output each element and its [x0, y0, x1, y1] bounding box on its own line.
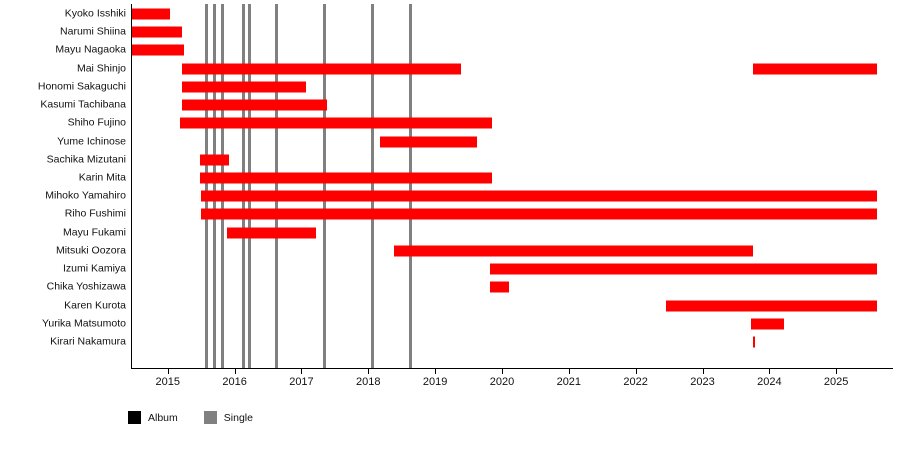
- x-axis-tick-label: 2025: [823, 376, 849, 388]
- album-bar: [182, 81, 307, 93]
- x-axis-tick: [568, 369, 570, 374]
- category-label: Kasumi Tachibana: [40, 98, 126, 111]
- legend-item: Single: [203, 411, 253, 424]
- x-axis-tick: [234, 369, 236, 374]
- x-axis-tick: [702, 369, 704, 374]
- x-axis-tick: [301, 369, 303, 374]
- x-axis-tick: [635, 369, 637, 374]
- x-axis-tick: [836, 369, 838, 374]
- album-bar: [199, 172, 492, 184]
- category-label: Sachika Mizutani: [46, 153, 126, 166]
- legend-label: Album: [148, 411, 178, 424]
- album-bar: [201, 208, 877, 220]
- x-axis-tick-label: 2018: [356, 376, 381, 388]
- single-marker-line: [205, 4, 209, 368]
- category-label: Karen Kurota: [64, 299, 126, 312]
- album-bar: [201, 190, 877, 202]
- legend-swatch-icon: [203, 411, 217, 424]
- category-label: Kyoko Isshiki: [64, 7, 126, 20]
- single-marker-line: [408, 4, 412, 368]
- chart-legend: Album Single: [128, 411, 253, 424]
- legend-label: Single: [223, 411, 253, 424]
- album-bar: [131, 26, 182, 38]
- category-label: Izumi Kamiya: [62, 262, 126, 275]
- album-bar: [665, 300, 877, 312]
- category-label: Mayu Nagaoka: [55, 43, 126, 56]
- single-marker-line: [242, 4, 246, 368]
- single-marker-line: [213, 4, 217, 368]
- x-axis-tick-label: 2016: [222, 376, 247, 388]
- category-label: Chika Yoshizawa: [46, 280, 126, 293]
- album-bar: [489, 263, 877, 275]
- album-bar: [752, 336, 756, 348]
- category-label: Mitsuki Oozora: [55, 244, 126, 257]
- single-marker-line: [247, 4, 251, 368]
- x-axis-tick: [167, 369, 169, 374]
- single-marker-line: [371, 4, 375, 368]
- category-label: Kirari Nakamura: [50, 335, 126, 348]
- x-axis-tick-label: 2020: [489, 376, 515, 388]
- x-axis-tick-label: 2022: [623, 376, 648, 388]
- category-label: Karin Mita: [78, 171, 126, 184]
- category-label: Riho Fushimi: [64, 207, 126, 220]
- album-bar: [750, 318, 785, 330]
- album-bar: [489, 281, 509, 293]
- legend-swatch-icon: [128, 411, 141, 424]
- category-label: Mayu Fukami: [62, 226, 126, 239]
- x-axis-tick-label: 2021: [556, 376, 582, 388]
- album-bar: [131, 8, 170, 20]
- x-axis-tick-label: 2024: [757, 376, 782, 388]
- single-marker-line: [221, 4, 225, 368]
- x-axis-tick-label: 2023: [690, 376, 715, 388]
- album-bar: [199, 154, 230, 166]
- x-axis-tick-label: 2015: [155, 376, 180, 388]
- category-label: Yume Ichinose: [57, 135, 126, 148]
- category-label: Honomi Sakaguchi: [37, 80, 126, 93]
- album-bar: [380, 136, 477, 148]
- album-bar: [394, 245, 754, 257]
- x-axis-tick: [368, 369, 370, 374]
- legend-item: Album: [128, 411, 178, 424]
- album-bar: [752, 63, 877, 75]
- x-axis-tick: [769, 369, 771, 374]
- category-label: Yurika Matsumoto: [41, 317, 126, 330]
- category-label: Narumi Shiina: [60, 25, 126, 38]
- x-axis-tick-label: 2019: [422, 376, 448, 388]
- album-bar: [179, 117, 492, 129]
- x-axis-line: [131, 368, 893, 369]
- x-axis-tick: [501, 369, 503, 374]
- x-axis-tick-label: 2017: [289, 376, 314, 388]
- category-label: Shiho Fujino: [67, 116, 126, 129]
- category-label: Mai Shinjo: [76, 62, 126, 75]
- album-bar: [182, 99, 327, 111]
- album-bar: [131, 44, 185, 56]
- album-bar: [226, 227, 317, 239]
- album-bar: [182, 63, 462, 75]
- single-marker-line: [274, 4, 278, 368]
- category-label: Mihoko Yamahiro: [45, 189, 126, 202]
- y-axis-line: [131, 4, 132, 368]
- single-marker-line: [323, 4, 327, 368]
- x-axis-tick: [435, 369, 437, 374]
